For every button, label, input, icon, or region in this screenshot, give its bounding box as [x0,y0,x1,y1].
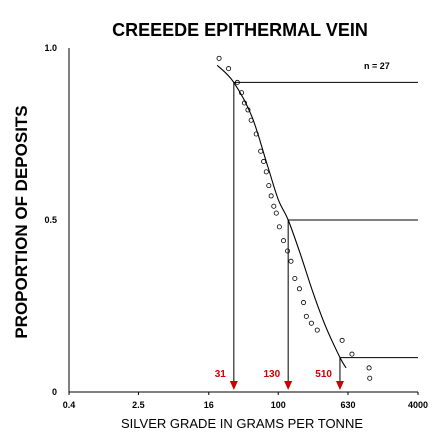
data-point [308,320,314,326]
data-points [216,55,373,381]
data-point [261,159,267,165]
x-tick-label: 4000 [408,400,428,410]
tick-labels: 0.4 2.5 16 100 630 4000 0 0.5 1.0 [44,43,428,410]
percentile-label: 31 [215,369,227,380]
data-point [349,351,355,357]
percentile-annotations: 31 130 510 [215,369,344,390]
data-point [248,117,254,123]
data-point [216,55,222,61]
data-point [239,90,245,96]
x-tick-label: 630 [340,400,355,410]
fitted-curve [216,64,347,369]
data-point [288,258,294,264]
percentile-arrow-icon [284,381,293,390]
data-point [296,286,302,292]
data-point [271,203,277,209]
data-point [366,365,372,371]
percentile-label: 510 [315,369,332,380]
data-point [263,169,269,175]
data-point [266,183,272,189]
data-point [245,107,251,113]
data-point [268,193,274,199]
x-axis-label: SILVER GRADE IN GRAMS PER TONNE [121,416,363,431]
percentile-arrow-icon [335,381,344,390]
y-tick-label: 1.0 [44,43,57,53]
axes [68,48,418,393]
data-point [339,337,345,343]
data-point [258,148,264,154]
data-point [285,248,291,254]
data-point [301,300,307,306]
percentile-label: 130 [263,369,280,380]
data-point [273,210,279,216]
y-tick-label: 0.5 [44,215,57,225]
x-tick-label: 100 [271,400,286,410]
data-point [276,224,282,230]
x-tick-label: 16 [204,400,214,410]
fitted-curve-path [216,64,347,369]
percentile-guides [233,81,418,382]
y-tick-label: 0 [52,387,57,397]
data-point [253,131,259,137]
data-point [281,238,287,244]
data-point [292,275,298,281]
chart-title: CREEEDE EPITHERMAL VEIN [112,20,368,40]
data-point [241,100,247,106]
sample-count-label: n = 27 [364,61,390,71]
data-point [226,66,232,72]
y-axis-label: PROPORTION OF DEPOSITS [12,105,31,338]
data-point [303,313,309,319]
data-point [314,327,320,333]
data-point [367,375,373,381]
data-point [234,79,240,85]
percentile-arrow-icon [229,381,238,390]
x-tick-label: 0.4 [63,400,76,410]
x-tick-label: 2.5 [132,400,145,410]
